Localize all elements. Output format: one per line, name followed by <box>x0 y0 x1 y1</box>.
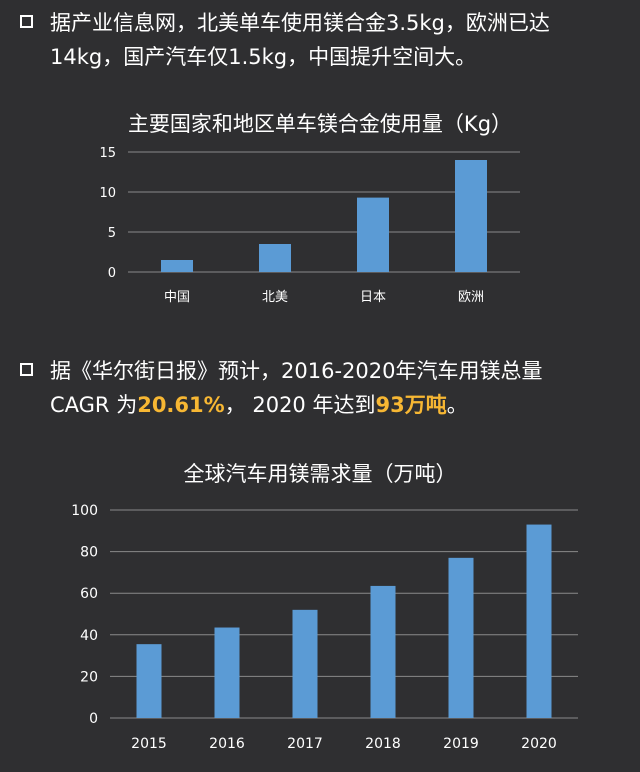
bar-2016 <box>214 627 240 718</box>
chart-2-title: 全球汽车用镁需求量（万吨） <box>183 462 457 486</box>
bar-2020 <box>526 524 552 718</box>
bullet-1-line-2: 14kg，国产汽车仅1.5kg，中国提升空间大。 <box>50 45 477 69</box>
square-bullet-icon <box>20 363 33 376</box>
bar-2018 <box>370 585 396 718</box>
bullet-point-2: 据《华尔街日报》预计，2016-2020年汽车用镁总量 CAGR 为20.61%… <box>20 354 630 422</box>
bullet-2-end-text: 。 <box>446 393 468 417</box>
chart-1-svg: 0 5 10 15 中国 北美 日本 欧洲 <box>99 146 520 305</box>
y-tick-label: 0 <box>89 711 98 727</box>
bullet-2-mid-text: ， 2020 年达到 <box>224 393 376 417</box>
chart-1-title: 主要国家和地区单车镁合金使用量（Kg） <box>127 112 513 136</box>
x-category-label: 2016 <box>209 736 245 752</box>
bullet-1-line-1: 据产业信息网，北美单车使用镁合金3.5kg，欧洲已达 <box>50 11 550 35</box>
bullet-2-cagr-label: CAGR 为 <box>50 393 138 417</box>
y-tick-label: 40 <box>80 628 98 644</box>
bar-中国 <box>161 260 193 272</box>
demand-2020-value: 93万吨 <box>375 393 447 417</box>
bar-2019 <box>448 557 474 718</box>
y-tick-label: 20 <box>80 669 98 685</box>
bar-2015 <box>136 644 162 718</box>
chart-2-svg: 0 20 40 60 80 100 2015 2016 2017 2018 2019 2020 <box>71 503 578 752</box>
x-category-label: 2018 <box>365 736 401 752</box>
x-category-label: 2019 <box>443 736 479 752</box>
x-category-label: 日本 <box>360 290 386 305</box>
x-category-label: 2020 <box>521 736 557 752</box>
bar-北美 <box>259 244 291 272</box>
bullet-point-1: 据产业信息网，北美单车使用镁合金3.5kg，欧洲已达 14kg，国产汽车仅1.5… <box>20 6 630 74</box>
y-tick-label: 5 <box>108 226 116 241</box>
bar-日本 <box>357 197 389 272</box>
y-tick-label: 60 <box>80 586 98 602</box>
x-category-label: 欧洲 <box>458 290 484 305</box>
y-tick-label: 15 <box>99 146 116 161</box>
square-bullet-icon <box>20 15 33 28</box>
y-tick-label: 10 <box>99 186 116 201</box>
x-category-label: 2017 <box>287 736 323 752</box>
x-category-label: 2015 <box>131 736 167 752</box>
x-category-label: 北美 <box>262 290 288 305</box>
bar-2017 <box>292 609 318 718</box>
bullet-2-line-2: CAGR 为20.61%， 2020 年达到93万吨。 <box>50 388 630 422</box>
y-tick-label: 100 <box>71 503 98 519</box>
bar-欧洲 <box>455 160 487 272</box>
y-tick-label: 80 <box>80 545 98 561</box>
y-tick-label: 0 <box>108 266 116 281</box>
cagr-value: 20.61% <box>137 393 225 417</box>
x-category-label: 中国 <box>164 290 190 305</box>
bullet-2-line-1: 据《华尔街日报》预计，2016-2020年汽车用镁总量 <box>50 359 543 383</box>
